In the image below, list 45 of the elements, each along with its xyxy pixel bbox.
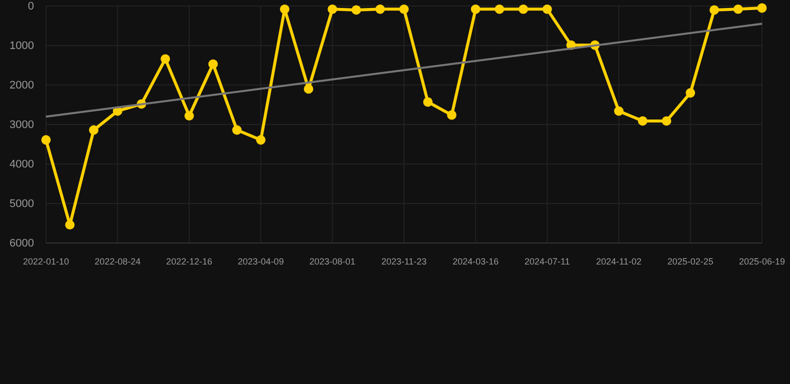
point: [662, 116, 672, 126]
point: [375, 4, 385, 14]
point: [89, 125, 98, 135]
point: [423, 97, 433, 107]
point: [304, 84, 314, 94]
y-tick-label: 5000: [10, 198, 34, 210]
y-tick-label: 3000: [10, 119, 34, 132]
point: [399, 4, 409, 14]
point: [160, 54, 170, 64]
x-tick-label: 2023-08-01: [309, 256, 356, 266]
x-tick-label: 2022-01-10: [22, 256, 70, 266]
y-tick-label: 0: [28, 0, 34, 13]
y-tick-label: 6000: [10, 238, 34, 250]
x-tick-label: 2024-03-16: [452, 256, 499, 266]
point: [41, 135, 51, 145]
point: [184, 111, 194, 121]
point: [638, 116, 648, 126]
point: [494, 4, 504, 14]
point: [256, 135, 266, 145]
x-tick-label: 2023-11-23: [381, 256, 427, 266]
point: [352, 5, 361, 15]
point: [542, 4, 552, 14]
point: [208, 59, 218, 69]
point: [518, 4, 528, 14]
point: [710, 5, 719, 15]
point: [733, 4, 743, 14]
y-tick-label: 1000: [10, 40, 34, 52]
point: [447, 110, 456, 120]
x-tick-label: 2022-12-16: [166, 256, 212, 266]
x-tick-label: 2024-11-02: [596, 256, 642, 266]
point: [280, 4, 290, 14]
y-tick-label: 2000: [10, 80, 34, 92]
point: [232, 125, 242, 135]
point: [470, 4, 480, 14]
x-tick-label: 2022-08-24: [94, 256, 141, 266]
point: [686, 88, 696, 98]
point: [328, 4, 338, 14]
x-tick-label: 2024-07-11: [524, 256, 570, 266]
point: [65, 220, 75, 230]
point: [757, 3, 767, 13]
y-tick-label: 4000: [10, 158, 34, 171]
point: [614, 106, 624, 116]
x-tick-label: 2025-02-25: [667, 256, 714, 266]
x-tick-label: 2023-04-09: [238, 256, 284, 266]
x-tick-label: 2025-06-19: [738, 256, 786, 266]
